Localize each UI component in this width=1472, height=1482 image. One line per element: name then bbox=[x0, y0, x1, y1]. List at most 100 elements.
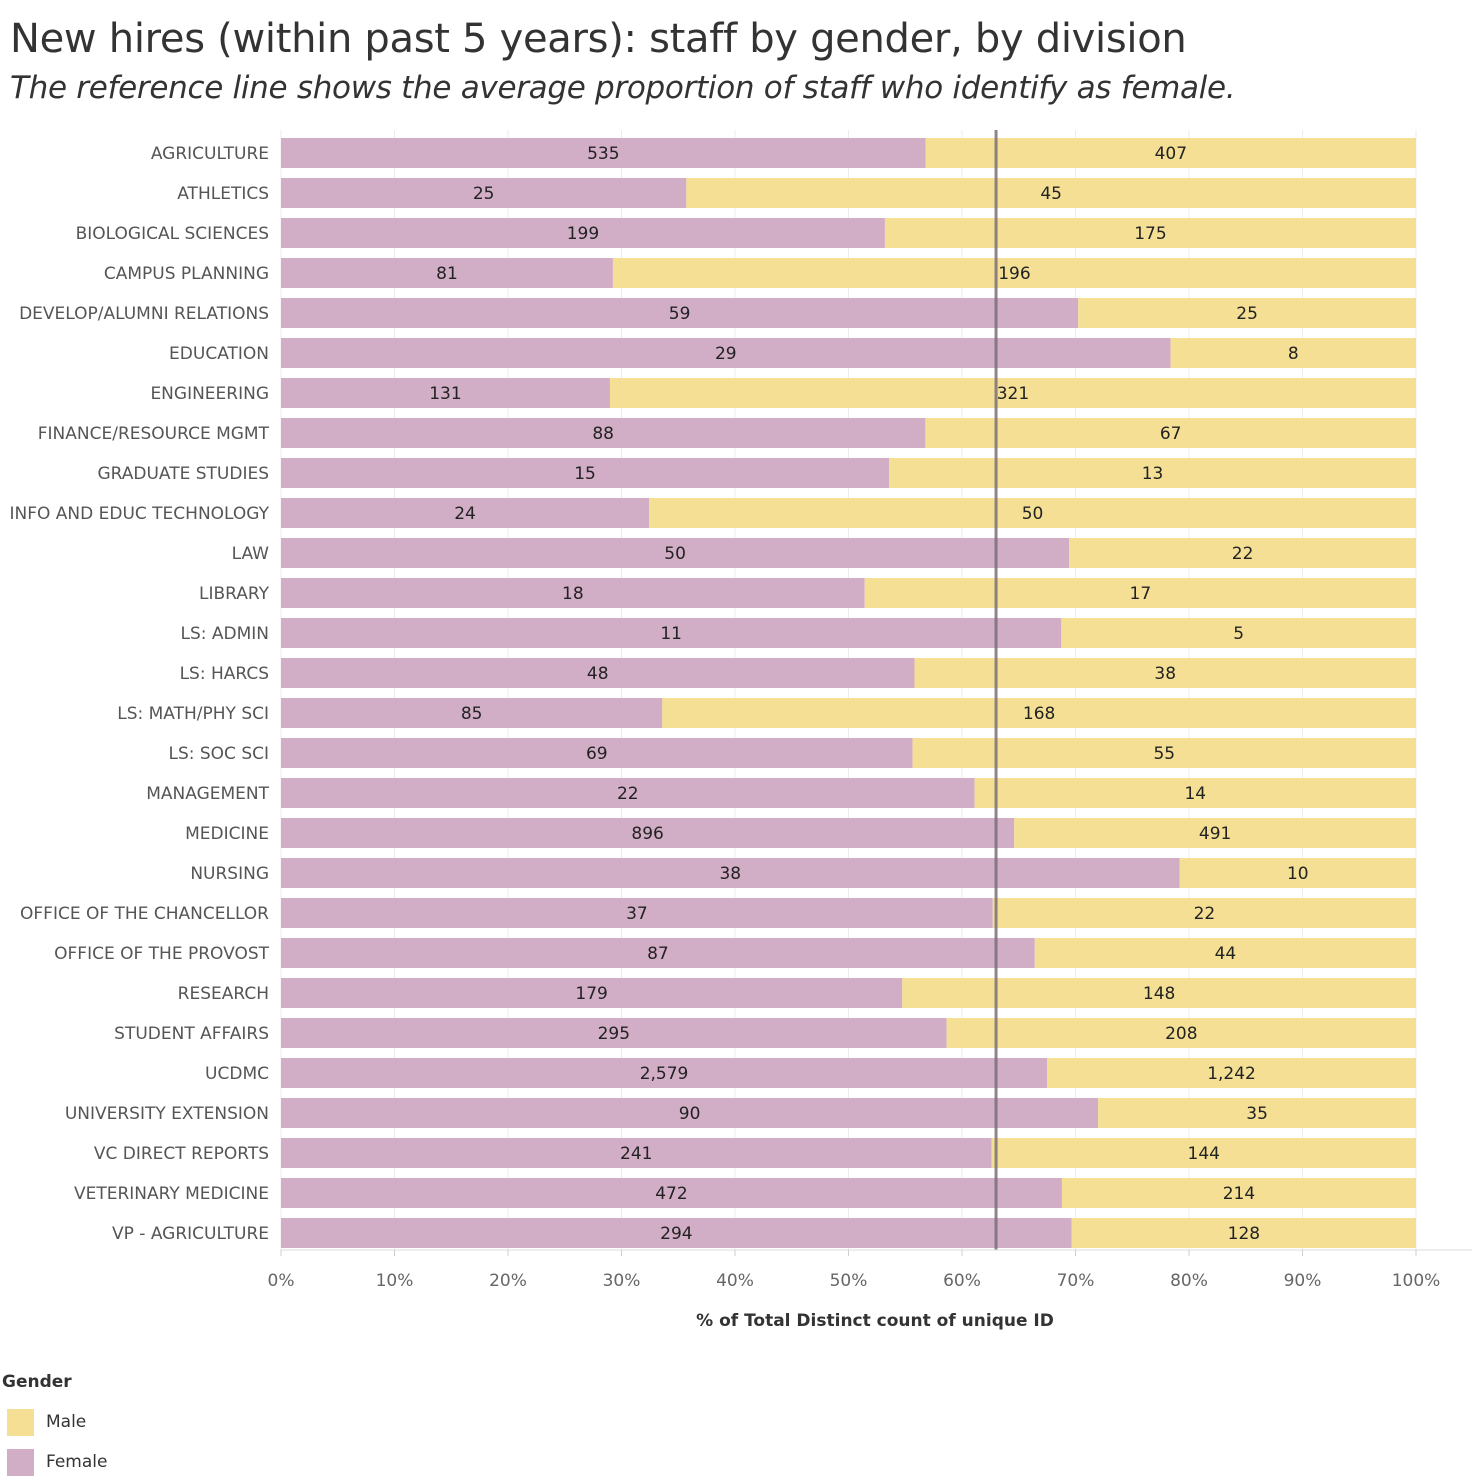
bar-male[interactable] bbox=[649, 498, 1416, 528]
category-label: MEDICINE bbox=[185, 824, 269, 844]
bar-female[interactable] bbox=[281, 1058, 1048, 1088]
data-label-male: 407 bbox=[1155, 144, 1187, 164]
bar-female[interactable] bbox=[281, 538, 1070, 568]
bar-female[interactable] bbox=[281, 658, 915, 688]
category-label: DEVELOP/ALUMNI RELATIONS bbox=[19, 304, 269, 324]
bar-male[interactable] bbox=[946, 1018, 1416, 1048]
bar-female[interactable] bbox=[281, 1098, 1099, 1128]
x-tick-label: 90% bbox=[1284, 1271, 1322, 1291]
legend-label-female: Female bbox=[46, 1452, 108, 1472]
data-label-female: 85 bbox=[461, 704, 483, 724]
bar-female[interactable] bbox=[281, 1218, 1072, 1248]
bar-male[interactable] bbox=[884, 218, 1416, 248]
bar-female[interactable] bbox=[281, 338, 1171, 368]
data-label-female: 896 bbox=[631, 824, 663, 844]
bar-female[interactable] bbox=[281, 738, 913, 768]
category-label: UNIVERSITY EXTENSION bbox=[65, 1104, 269, 1124]
bar-male[interactable] bbox=[1061, 1178, 1416, 1208]
bar-female[interactable] bbox=[281, 418, 926, 448]
bar-female[interactable] bbox=[281, 818, 1015, 848]
bar-female[interactable] bbox=[281, 698, 663, 728]
bar-female[interactable] bbox=[281, 498, 650, 528]
data-label-female: 199 bbox=[567, 224, 599, 244]
bar-male[interactable] bbox=[686, 178, 1416, 208]
bar-female[interactable] bbox=[281, 898, 993, 928]
x-tick-label: 10% bbox=[376, 1271, 414, 1291]
x-tick-label: 30% bbox=[603, 1271, 641, 1291]
bar-male[interactable] bbox=[1098, 1098, 1416, 1128]
bar-female[interactable] bbox=[281, 1138, 992, 1168]
data-label-male: 196 bbox=[998, 264, 1030, 284]
bar-male[interactable] bbox=[1170, 338, 1416, 368]
bar-male[interactable] bbox=[1014, 818, 1416, 848]
bar-male[interactable] bbox=[662, 698, 1416, 728]
bar-female[interactable] bbox=[281, 178, 687, 208]
data-label-male: 1,242 bbox=[1207, 1064, 1256, 1084]
bar-male[interactable] bbox=[992, 898, 1416, 928]
bar-female[interactable] bbox=[281, 778, 975, 808]
bar-male[interactable] bbox=[1078, 298, 1416, 328]
bar-female[interactable] bbox=[281, 618, 1062, 648]
data-label-female: 37 bbox=[626, 904, 648, 924]
data-label-female: 2,579 bbox=[640, 1064, 689, 1084]
bar-male[interactable] bbox=[925, 138, 1416, 168]
bar-male[interactable] bbox=[889, 458, 1416, 488]
bar-female[interactable] bbox=[281, 578, 865, 608]
bar-male[interactable] bbox=[1047, 1058, 1416, 1088]
bar-male[interactable] bbox=[609, 378, 1416, 408]
data-label-male: 175 bbox=[1134, 224, 1166, 244]
bar-male[interactable] bbox=[991, 1138, 1416, 1168]
bar-male[interactable] bbox=[1061, 618, 1416, 648]
data-label-female: 69 bbox=[586, 744, 608, 764]
bar-male[interactable] bbox=[902, 978, 1416, 1008]
bar-female[interactable] bbox=[281, 1178, 1062, 1208]
bar-male[interactable] bbox=[864, 578, 1416, 608]
bar-female[interactable] bbox=[281, 1018, 947, 1048]
data-label-female: 88 bbox=[592, 424, 614, 444]
data-label-male: 22 bbox=[1194, 904, 1216, 924]
bar-female[interactable] bbox=[281, 378, 610, 408]
bar-female[interactable] bbox=[281, 258, 613, 288]
bar-male[interactable] bbox=[1034, 938, 1416, 968]
category-label: VETERINARY MEDICINE bbox=[74, 1184, 269, 1204]
bar-male[interactable] bbox=[1071, 1218, 1416, 1248]
data-label-female: 87 bbox=[647, 944, 669, 964]
x-tick-label: 100% bbox=[1392, 1271, 1441, 1291]
bar-male[interactable] bbox=[1179, 858, 1416, 888]
bar-male[interactable] bbox=[1069, 538, 1416, 568]
category-label: LAW bbox=[232, 544, 270, 564]
bar-female[interactable] bbox=[281, 218, 885, 248]
category-label: EDUCATION bbox=[169, 344, 269, 364]
x-axis: 0% 10% 20% 30% 40% 50% 60% 70% 80% 90% 100% bbox=[268, 1249, 1472, 1291]
data-label-male: 17 bbox=[1130, 584, 1152, 604]
category-labels: AGRICULTURE ATHLETICS BIOLOGICAL SCIENCES C… bbox=[9, 144, 269, 1244]
bar-female[interactable] bbox=[281, 458, 890, 488]
data-label-male: 208 bbox=[1165, 1024, 1197, 1044]
data-label-male: 10 bbox=[1287, 864, 1309, 884]
x-axis-title: % of Total Distinct count of unique ID bbox=[696, 1311, 1054, 1331]
bar-female[interactable] bbox=[281, 858, 1180, 888]
bar-female[interactable] bbox=[281, 978, 903, 1008]
category-label: CAMPUS PLANNING bbox=[104, 264, 269, 284]
data-label-female: 90 bbox=[679, 1104, 701, 1124]
legend-item-female[interactable]: Female bbox=[2, 1442, 107, 1482]
x-tick-label: 0% bbox=[268, 1271, 295, 1291]
bar-female[interactable] bbox=[281, 138, 926, 168]
category-label: LIBRARY bbox=[199, 584, 270, 604]
bar-male[interactable] bbox=[914, 658, 1416, 688]
data-label-male: 67 bbox=[1160, 424, 1182, 444]
bar-male[interactable] bbox=[974, 778, 1416, 808]
category-label: VC DIRECT REPORTS bbox=[94, 1144, 269, 1164]
category-label: RESEARCH bbox=[178, 984, 269, 1004]
bar-male[interactable] bbox=[612, 258, 1416, 288]
data-label-female: 535 bbox=[587, 144, 619, 164]
bar-female[interactable] bbox=[281, 938, 1035, 968]
chart-title: New hires (within past 5 years): staff b… bbox=[10, 16, 1187, 62]
bar-male[interactable] bbox=[925, 418, 1416, 448]
data-label-male: 321 bbox=[997, 384, 1029, 404]
bar-female[interactable] bbox=[281, 298, 1079, 328]
data-label-male: 13 bbox=[1142, 464, 1164, 484]
legend-item-male[interactable]: Male bbox=[2, 1402, 107, 1442]
category-label: NURSING bbox=[190, 864, 269, 884]
data-label-female: 25 bbox=[473, 184, 495, 204]
